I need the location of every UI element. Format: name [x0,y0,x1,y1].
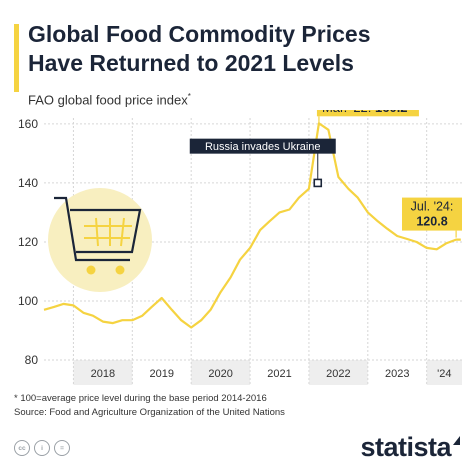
cart-basket-outline [70,208,142,254]
cart-wheel-left [86,265,96,275]
latest-label-box [402,197,462,231]
statista-logo[interactable]: statista [360,432,460,463]
chart-title: Global Food Commodity Prices Have Return… [28,20,468,78]
x-year-label: 2023 [385,368,409,380]
footer: cc i = statista [0,426,474,474]
year-band [426,360,462,385]
cart-basket-grid [84,217,132,247]
y-tick-label: 120 [18,235,38,249]
year-band [191,360,251,385]
subtitle-footnote-mark: * [187,92,191,101]
x-year-label: 2020 [208,368,232,380]
title-line-2: Have Returned to 2021 Levels [28,50,354,76]
event-label-box [189,138,336,154]
y-tick-label: 100 [18,294,38,308]
x-year-label: '24 [437,368,451,380]
series-line [43,122,461,329]
year-bands [73,360,462,385]
cc-icon[interactable]: cc [14,440,30,456]
shopping-cart-illustration [48,188,152,292]
year-band [308,360,368,385]
logo-mark-icon [453,436,460,445]
y-tick-label: 160 [18,117,38,131]
peak-label: Mar. '22: 160.2 [322,110,408,115]
subtitle-text: FAO global food price index [28,92,188,108]
footnote-source: Source: Food and Agriculture Organizatio… [14,407,285,418]
x-year-label: 2022 [326,368,350,380]
line-chart: 80 100 120 140 160 2018 2019 2020 2021 2022 2023 '… [18,98,462,385]
series-layer [43,122,461,329]
latest-label: Jul. '24: [411,200,454,214]
chart-subtitle: FAO global food price index* [28,92,191,107]
year-band [73,360,133,385]
y-tick-label: 80 [25,353,39,367]
y-tick-labels: 80 100 120 140 160 [18,117,38,367]
cart-wheel-right [115,265,125,275]
x-year-label: 2018 [91,368,115,380]
event-label: Russia invades Ukraine [205,141,321,153]
nd-icon[interactable]: = [54,440,70,456]
title-accent-bar [14,24,19,92]
chart-area: 80 100 120 140 160 2018 2019 2020 2021 2022 2023 '… [0,98,474,390]
event-marker [313,178,323,188]
y-tick-label: 140 [18,176,38,190]
footnote-base-period: * 100=average price level during the bas… [14,393,267,404]
by-icon[interactable]: i [34,440,50,456]
latest-value: 120.8 [416,215,447,229]
license-icons: cc i = [14,440,70,456]
x-year-label: 2021 [267,368,291,380]
peak-value: 160.2 [375,110,408,115]
brand-name: statista [360,432,451,462]
footnote-block: * 100=average price level during the bas… [14,392,464,420]
cart-handle-frame [54,196,130,262]
x-year-label: 2019 [150,368,174,380]
cart-background-circle [48,188,152,292]
x-year-labels: 2018 2019 2020 2021 2022 2023 '24 [91,368,452,380]
title-line-1: Global Food Commodity Prices [28,21,371,47]
